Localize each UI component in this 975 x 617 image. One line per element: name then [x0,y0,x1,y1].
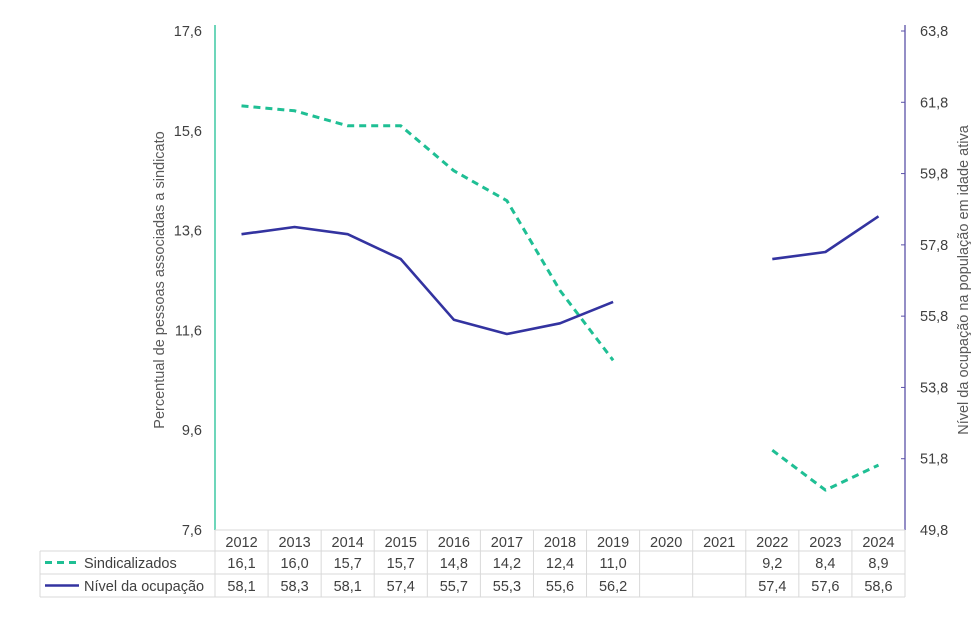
legend-label: Nível da ocupação [84,579,204,595]
y-tick-label: 7,6 [182,523,202,539]
series-line-sindicalizados-segment-1 [241,104,615,362]
y-tick-label: 17,6 [174,24,202,40]
y2-tick-label: 57,8 [920,238,948,254]
y-tick-label: 9,6 [182,423,202,439]
table-cell-value: 15,7 [387,556,415,572]
y2-tick-label: 55,8 [920,309,948,325]
table-cell-value: 11,0 [599,556,626,572]
table-cell-value: 55,3 [493,579,521,595]
table-cell-value: 12,4 [546,556,574,572]
x-tick-label: 2012 [225,535,257,551]
table-cell-value: 57,4 [758,579,786,595]
table-cell-value: 57,6 [811,579,839,595]
table-cell-value: 14,2 [493,556,521,572]
y2-tick-label: 49,8 [920,523,948,539]
x-tick-label: 2021 [703,535,735,551]
table-cell-value: 14,8 [440,556,468,572]
x-tick-label: 2018 [544,535,576,551]
series-line-nivel-ocupacao-segment-1 [241,225,614,336]
table-cell-value: 58,3 [280,579,308,595]
y-tick-label: 13,6 [174,224,202,240]
table-cell-value: 8,9 [868,556,888,572]
y2-tick-label: 61,8 [920,95,948,111]
x-tick-label: 2014 [332,535,364,551]
table-cell-value: 9,2 [762,556,782,572]
x-tick-label: 2024 [862,535,894,551]
table-cell-value: 58,1 [227,579,255,595]
series-line-sindicalizados-segment-2 [771,449,880,492]
table-cell-value: 57,4 [387,579,415,595]
table-cell-value: 58,1 [334,579,362,595]
y2-tick-label: 63,8 [920,24,948,40]
y-tick-label: 15,6 [174,124,202,140]
x-tick-label: 2022 [756,535,788,551]
table-cell-value: 16,1 [227,556,255,572]
x-tick-label: 2013 [278,535,310,551]
y2-tick-label: 59,8 [920,167,948,183]
y2-tick-label: 51,8 [920,452,948,468]
table-cell-value: 16,0 [280,556,308,572]
y-axis-title: Percentual de pessoas associadas a sindi… [152,131,168,428]
table-cell-value: 58,6 [864,579,892,595]
table-cell-value: 55,7 [440,579,468,595]
table-cell-value: 55,6 [546,579,574,595]
table-cell-value: 8,4 [815,556,835,572]
x-tick-label: 2020 [650,535,682,551]
x-tick-label: 2016 [438,535,470,551]
series-line-nivel-ocupacao-segment-2 [772,215,880,261]
legend-label: Sindicalizados [84,556,177,572]
table-cell-value: 15,7 [334,556,362,572]
x-tick-label: 2023 [809,535,841,551]
y2-axis-title: Nível da ocupação na população em idade … [956,124,972,434]
y2-tick-label: 53,8 [920,380,948,396]
x-tick-label: 2017 [491,535,523,551]
y-tick-label: 11,6 [175,323,202,339]
x-tick-label: 2019 [597,535,629,551]
x-tick-label: 2015 [385,535,417,551]
table-cell-value: 56,2 [599,579,627,595]
